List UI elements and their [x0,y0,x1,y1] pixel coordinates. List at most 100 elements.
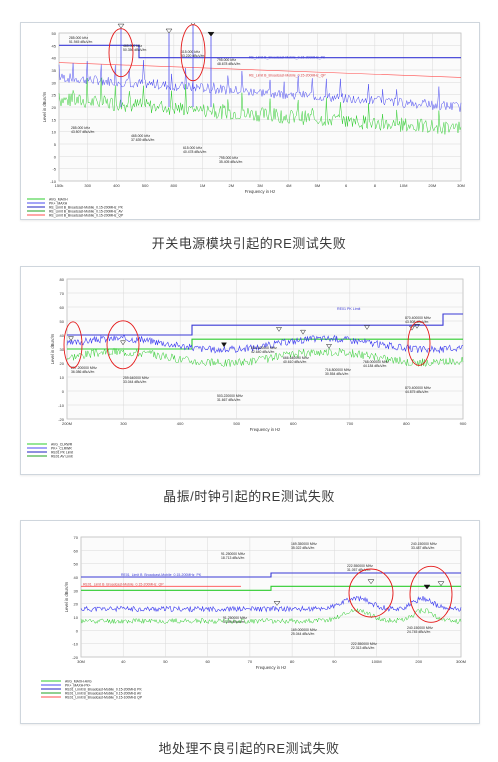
annotation-level: 5.155 dBuV/m [223,620,245,624]
highlight-circle [348,568,394,618]
y-axis-label: Level in dBuV/m [42,91,47,122]
legend-entry: RE01_Limit B_Broadcast-Mobile_0.15-200MH… [65,691,142,695]
annotation-freq: 614.400000 MHz [251,346,277,350]
legend-entry: AVG_MAXH [49,197,68,201]
y-tick-label: 30 [74,588,79,593]
annotation-level: 24.745 dBuV/m [407,630,431,634]
annotation-freq: 615.000 kHz [181,50,200,54]
annotation-freq: 259.640000 MHz [123,376,149,380]
x-tick-label: 70 [248,659,253,664]
x-tick-label: 700 [347,421,354,426]
peak-marker [276,327,282,332]
y-tick-label: 60 [74,548,79,553]
y-tick-label: 10 [60,375,65,380]
highlight-circle [63,321,83,369]
chart-caption-1: 开关电源模块引起的RE测试失败 [151,236,347,251]
y-tick-label: 40 [74,575,79,580]
y-tick-label: 40 [52,56,57,61]
peak-marker [68,336,74,342]
legend-entry: PK+_CLRWR [51,446,72,450]
y-tick-label: 50 [74,562,79,567]
x-tick-label: 600 [290,421,297,426]
annotation-level: 35.022 dBuV/m [291,546,315,550]
annotation-level: 30.554 dBuV/m [325,372,349,376]
pk-limit-line [67,313,463,336]
x-tick-label: 10M [400,183,408,188]
annotation-level: 36.086 dBuV/m [71,370,95,374]
x-tick-label: 800 [171,183,178,188]
x-tick-label: 200 [415,659,422,664]
annotation-level: 43.507 dBuV/m [71,130,95,134]
y-tick-label: 0 [76,628,79,633]
x-tick-label: 80 [290,659,295,664]
y-tick-label: -20 [72,655,79,660]
x-tick-label: 300 [84,183,91,188]
x-tick-label: 6 [345,183,348,188]
peak-marker [437,581,445,587]
y-tick-label: 15 [52,117,57,122]
av-limit-line [81,585,461,591]
legend-entry: RE01_Limit B_Broadcast-Mobile_0.15-200MH… [65,687,142,691]
peak-marker [117,23,125,29]
x-tick-label: 40 [121,659,126,664]
annotation-freq: 169.350000 MHz [291,542,317,546]
y-tick-label: 50 [52,31,57,36]
x-tick-label: 800 [403,421,410,426]
chart-caption-3: 地处理不良引起的RE测试失败 [158,741,340,756]
highlight-circle [409,565,453,623]
annotation-freq: 240.150000 MHz [407,626,433,630]
x-tick-label: 30M [457,183,465,188]
y-tick-label: 25 [52,93,57,98]
legend-entry: AVG_MAXH-AVG [65,679,92,683]
x-axis-label: Frequency in Hz [250,427,281,432]
pk-trace [66,334,464,354]
plot-area [80,536,462,658]
x-tick-label: 2M [229,183,235,188]
pk-trace [58,60,462,112]
annotation-level: 25.044 dBuV/m [291,632,315,636]
legend-entry: RE01 PK Limit [51,450,73,454]
legend-entry: RE_Limit B_Broadcast-Mobile_0.15-200MHz_… [49,205,124,209]
x-tick-label: 90 [332,659,337,664]
annotation-level: 48.678 dBuV/m [217,62,241,66]
x-tick-label: 3M [257,183,263,188]
y-tick-label: 10 [74,615,79,620]
legend-entry: RE01_Limit B_Broadcast-Mobile_0.15-100MH… [65,695,143,699]
x-tick-label: 50 [163,659,168,664]
x-tick-label: 150k [55,183,64,188]
y-tick-label: 80 [60,277,65,282]
peak-marker [221,342,227,348]
annotation-level: 33.044 dBuV/m [123,380,147,384]
x-tick-label: 400 [113,183,120,188]
peak-marker [165,28,173,34]
annotation-level: 44.875 dBuV/m [405,390,429,394]
annotation-freq: 795.000 kHz [217,58,236,62]
peak-marker [414,324,420,329]
y-tick-label: 70 [60,291,65,296]
peak-marker [300,329,306,335]
peak-marker [326,344,332,349]
y-tick-label: -10 [50,179,57,184]
annotation-level: 40.478 dBuV/m [183,150,207,154]
peak-marker [367,579,375,585]
y-tick-label: 60 [60,305,65,310]
annotation-level: 31.057 dBuV/m [347,568,371,572]
annotation-freq: 465.000 kHz [131,134,150,138]
y-tick-label: 45 [52,43,57,48]
x-tick-label: 20M [428,183,436,188]
y-tick-label: 70 [74,535,79,540]
annotation-level: 33.487 dBuV/m [411,546,435,550]
annotation-freq: 615.000 kHz [183,146,202,150]
y-tick-label: 10 [52,130,57,135]
annotation-freq: 666.640000 MHz [283,356,309,360]
y-tick-label: -10 [58,403,65,408]
annotation-freq: 222.550000 MHz [351,642,377,646]
y-tick-label: 0 [54,154,57,159]
x-tick-label: 8 [374,183,377,188]
av-limit-line [67,338,463,350]
y-tick-label: 50 [60,319,65,324]
annotation-level: 50.356 dBuV/m [123,48,147,52]
